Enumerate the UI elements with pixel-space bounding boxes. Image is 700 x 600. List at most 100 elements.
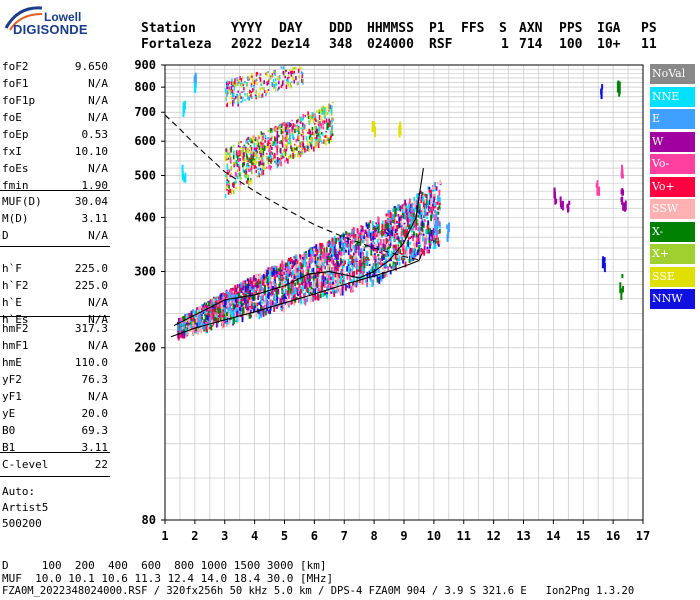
echo-point [284, 268, 287, 271]
echo-point [292, 262, 295, 268]
echo-point [357, 229, 360, 235]
echo-point [409, 216, 412, 220]
echo-point [285, 271, 288, 277]
echo-point [323, 281, 326, 288]
echo-point [284, 144, 287, 150]
echo-point [260, 153, 262, 158]
echo-point [236, 77, 238, 82]
echo-point [308, 274, 311, 278]
echo-point [376, 249, 378, 254]
echo-point [239, 305, 242, 309]
echo-point [310, 144, 313, 150]
header-label: FFS [461, 21, 485, 36]
echo-point [388, 249, 390, 255]
echo-point [304, 253, 307, 259]
param-name: yE [2, 407, 16, 420]
echo-point [255, 161, 258, 164]
echo-point [223, 313, 226, 321]
echo-point [421, 226, 424, 232]
echo-point [245, 153, 248, 158]
echo-point [278, 80, 280, 85]
echo-point [284, 147, 286, 152]
echo-point [348, 265, 350, 273]
echo-point [249, 277, 252, 285]
echo-point [225, 295, 228, 299]
echo-point [396, 220, 398, 224]
echo-point [264, 135, 267, 138]
echo-point [341, 260, 344, 264]
echo-point [292, 284, 295, 290]
echo-point [190, 312, 193, 317]
echo-point [332, 287, 334, 294]
echo-point [619, 282, 622, 294]
echo-point [371, 228, 374, 233]
echo-point [340, 275, 342, 283]
echo-point [296, 146, 298, 151]
echo-point [404, 229, 407, 237]
echo-point [249, 75, 252, 79]
echo-point [266, 156, 268, 161]
param-value: N/A [88, 390, 108, 403]
echo-point [360, 280, 363, 285]
echo-point [202, 321, 204, 324]
echo-point [259, 77, 262, 83]
echo-point [397, 204, 399, 212]
echo-point [256, 144, 259, 150]
echo-point [326, 252, 328, 259]
param-value: 20.0 [81, 407, 109, 420]
echo-point [413, 221, 416, 226]
echo-point [193, 310, 196, 318]
y-tick-label: 600 [134, 134, 156, 148]
param-name: foF2 [2, 60, 29, 73]
echo-point [316, 128, 319, 134]
echo-point [247, 281, 250, 289]
echo-point [363, 246, 366, 252]
echo-point [433, 183, 435, 190]
echo-point [281, 152, 283, 158]
echo-point [395, 219, 397, 222]
echo-point [236, 154, 239, 161]
echo-point [402, 213, 405, 219]
echo-point [298, 254, 301, 261]
echo-point [431, 189, 434, 193]
digisonde-logo-icon [4, 6, 43, 31]
echo-point [226, 152, 229, 155]
echo-point [412, 235, 415, 242]
echo-point [295, 273, 297, 276]
echo-point [431, 206, 434, 211]
echo-point [258, 312, 261, 320]
echo-point [414, 226, 417, 231]
echo-point [252, 308, 255, 313]
echo-point [276, 133, 279, 139]
echo-point [295, 267, 298, 274]
echo-point [297, 68, 300, 73]
echo-point [287, 265, 290, 270]
echo-point [365, 222, 368, 227]
echo-point [410, 205, 413, 212]
echo-point [327, 285, 329, 289]
echo-point [306, 279, 308, 284]
echo-point [295, 264, 297, 268]
echo-point [223, 307, 226, 314]
echo-point [412, 234, 415, 238]
echo-point [286, 129, 289, 135]
echo-point [339, 270, 342, 275]
echo-point [250, 138, 252, 144]
echo-point [342, 279, 344, 284]
echo-point [311, 272, 314, 277]
echo-point [253, 165, 256, 170]
echo-point [338, 264, 341, 267]
echo-point [283, 271, 285, 275]
auto-label: Auto: [2, 485, 36, 498]
echo-point [395, 207, 398, 211]
param-row: yF2 76.3 [2, 373, 108, 390]
echo-point [335, 237, 337, 244]
echo-point [330, 291, 332, 294]
echo-point [416, 249, 419, 256]
echo-point [246, 155, 248, 160]
param-value: 9.650 [74, 60, 108, 73]
echo-point [237, 145, 240, 148]
echo-point [287, 159, 289, 164]
echo-point [356, 282, 359, 286]
echo-point [290, 301, 293, 305]
